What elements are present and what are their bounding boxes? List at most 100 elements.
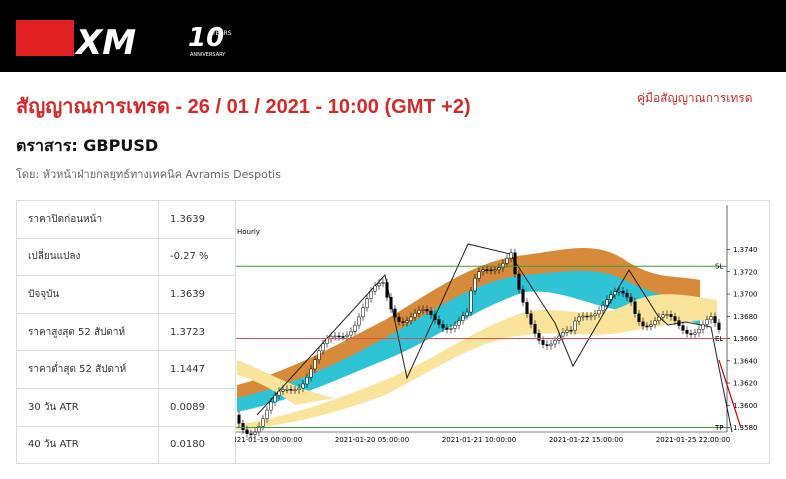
candle-body	[433, 314, 437, 320]
candle-body	[469, 290, 473, 313]
candle-body	[673, 316, 677, 321]
candle-body	[293, 389, 297, 392]
candle-body	[581, 315, 585, 318]
x-tick-label: 2021-01-22 15:00:00	[549, 436, 623, 444]
candle-body	[441, 324, 445, 329]
candle-body	[677, 320, 681, 326]
chart: Hourly 1.3740 1.3720 1.3700 1.3680 1.3660 1.36…	[235, 200, 770, 464]
candle-body	[589, 315, 593, 318]
cell-label: 30 วัน ATR	[16, 387, 159, 427]
candle-body	[453, 324, 457, 329]
cell-label: 40 วัน ATR	[16, 425, 159, 465]
candle-body	[289, 389, 293, 391]
y-tick-label: 1.3680	[733, 313, 758, 321]
logo-icon	[16, 20, 74, 56]
candle-body	[421, 309, 425, 311]
cell-label: ราคาปิดก่อนหน้า	[16, 200, 159, 239]
page-title: สัญญาณการเทรด - 26 / 01 / 2021 - 10:00 (…	[16, 96, 471, 118]
candle-body	[649, 324, 653, 327]
x-tick-label: 2021-01-20 05:00:00	[335, 436, 409, 444]
candle-body	[305, 377, 309, 385]
cell-label: ปัจจุบัน	[16, 275, 159, 314]
candle-body	[249, 433, 253, 435]
candle-body	[325, 338, 329, 344]
cell-value: 1.3723	[158, 312, 236, 352]
candle-body	[313, 359, 317, 370]
candle-body	[613, 291, 617, 295]
y-tick-label: 1.3600	[733, 402, 758, 410]
candle-body	[713, 316, 717, 324]
candle-body	[521, 289, 525, 303]
candle-body	[633, 301, 637, 314]
logo-text: XM	[74, 23, 136, 63]
candle-body	[261, 418, 265, 427]
candle-body	[617, 290, 621, 293]
cell-label: ราคาสูงสุด 52 สัปดาห์	[16, 312, 159, 352]
candle-body	[353, 324, 357, 332]
candle-body	[417, 310, 421, 314]
candle-body	[529, 313, 533, 325]
candle-body	[717, 322, 721, 330]
cell-value: 1.3639	[158, 200, 236, 239]
candle-body	[297, 387, 301, 391]
y-tick-label: 1.3720	[733, 268, 758, 276]
instrument: ตราสาร: GBPUSD	[16, 136, 159, 155]
candle-body	[429, 310, 433, 315]
candle-body	[509, 252, 513, 259]
candle-body	[653, 320, 657, 325]
table-row: 30 วัน ATR 0.0089	[16, 387, 236, 427]
cell-value: -0.27 %	[158, 237, 236, 277]
candle-body	[369, 290, 373, 299]
candle-body	[593, 313, 597, 317]
candle-body	[645, 325, 649, 328]
badge-top: YEARS	[211, 30, 232, 37]
author: โดย: หัวหน้าฝ่ายกลยุทธ์ทางเทคนิค Avramis…	[16, 168, 281, 181]
table-row: ปัจจุบัน 1.3639	[16, 275, 236, 314]
candle-body	[345, 334, 349, 337]
candle-body	[489, 269, 493, 272]
candle-body	[461, 315, 465, 321]
candle-body	[569, 329, 573, 332]
candle-body	[601, 304, 605, 311]
candle-body	[541, 340, 545, 345]
y-tick-label: 1.3620	[733, 380, 758, 388]
y-tick-label: 1.3640	[733, 357, 758, 365]
candle-body	[377, 282, 381, 287]
band	[237, 270, 700, 412]
candle-body	[641, 321, 645, 327]
candle-body	[689, 333, 693, 335]
candle-body	[425, 309, 429, 312]
x-tick-label: 2021-01-19 00:00:00	[235, 436, 302, 444]
candle-body	[373, 285, 377, 292]
candle-body	[337, 335, 341, 338]
candle-body	[477, 271, 481, 279]
candle-body	[533, 323, 537, 334]
candle-body	[661, 314, 665, 318]
candle-body	[625, 292, 629, 298]
chart-title: Hourly	[237, 228, 260, 236]
candle-body	[333, 335, 337, 338]
projection-arrow	[718, 359, 742, 429]
candle-body	[637, 313, 641, 323]
candle-body	[517, 273, 521, 290]
table-row: 40 วัน ATR 0.0180	[16, 425, 236, 465]
guide-link[interactable]: คู่มือสัญญาณการเทรด	[637, 91, 753, 105]
candle-body	[365, 298, 369, 308]
cell-label: เปลี่ยนแปลง	[16, 237, 159, 277]
table-row: ราคาปิดก่อนหน้า 1.3639	[16, 200, 236, 239]
candle-body	[381, 282, 385, 284]
candle-body	[397, 316, 401, 322]
candle-body	[449, 328, 453, 330]
candle-body	[629, 296, 633, 303]
cell-label: ราคาต่ำสุด 52 สัปดาห์	[16, 350, 159, 389]
level-label: TP	[714, 424, 724, 432]
candle-body	[697, 328, 701, 334]
x-tick-label: 2021-01-25 22:00:00	[656, 436, 730, 444]
candle-body	[549, 343, 553, 346]
candle-body	[669, 314, 673, 317]
candle-body	[709, 316, 713, 321]
candle-body	[545, 344, 549, 346]
candle-body	[681, 325, 685, 331]
y-tick-label: 1.3580	[733, 424, 758, 432]
